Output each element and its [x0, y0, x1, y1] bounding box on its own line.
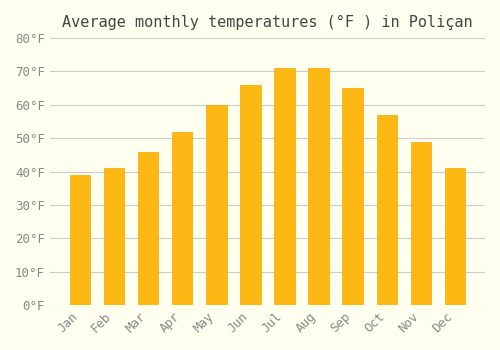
Title: Average monthly temperatures (°F ) in Poliçan: Average monthly temperatures (°F ) in Po… [62, 15, 472, 30]
Bar [410, 141, 431, 305]
Bar [104, 168, 124, 305]
Bar [445, 168, 465, 305]
Bar [172, 132, 193, 305]
Bar [70, 175, 90, 305]
Bar [206, 105, 227, 305]
Bar [376, 115, 397, 305]
Bar [138, 152, 158, 305]
Bar [308, 68, 329, 305]
Bar [342, 88, 363, 305]
Bar [274, 68, 294, 305]
Bar [240, 85, 260, 305]
